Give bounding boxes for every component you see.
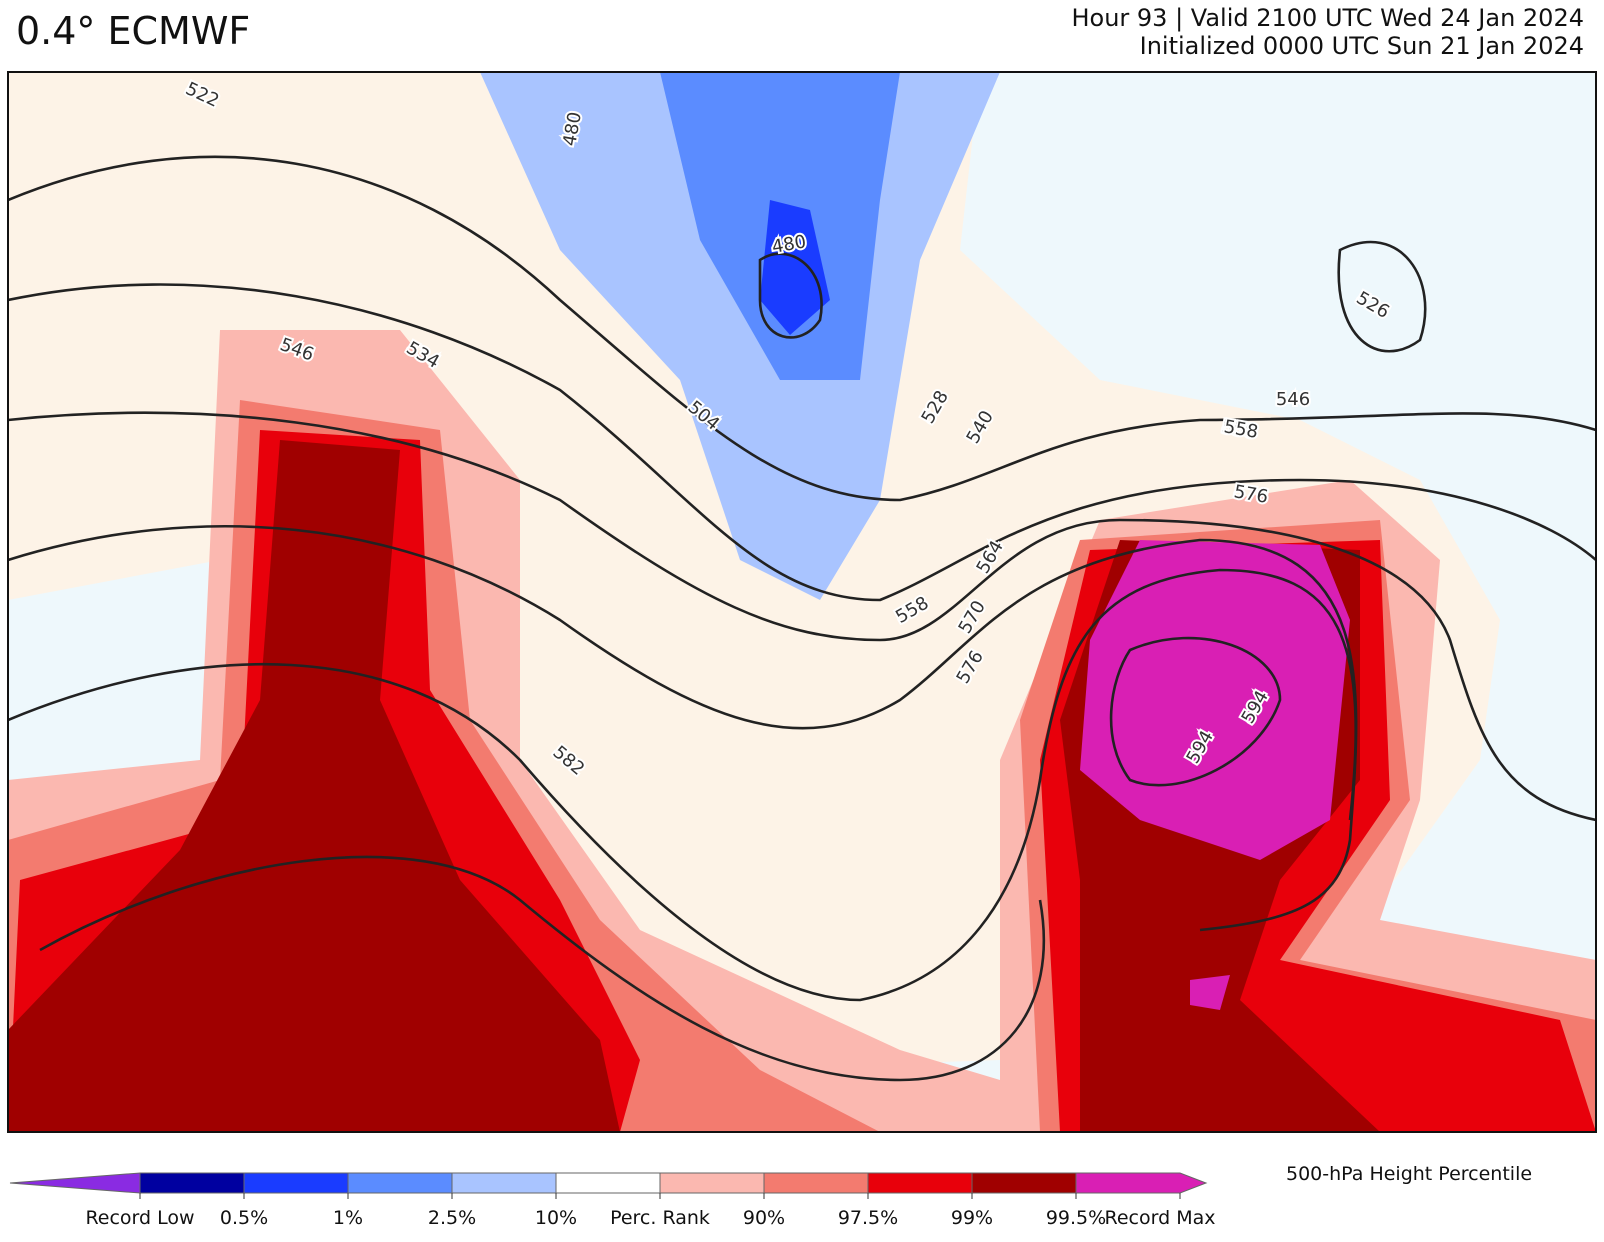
map xyxy=(8,72,1596,1132)
colorbar-segment xyxy=(555,1172,661,1194)
colorbar-label: 2.5% xyxy=(428,1207,476,1229)
record-max-area xyxy=(1080,540,1350,1010)
height-contours xyxy=(8,155,1596,1082)
colorbar-segment xyxy=(451,1172,557,1194)
colorbar-label: 97.5% xyxy=(838,1207,898,1229)
colorbar-label: Record Low xyxy=(85,1207,194,1229)
title: 0.4° ECMWF xyxy=(16,9,250,53)
init-time: Initialized 0000 UTC Sun 21 Jan 2024 xyxy=(1140,32,1584,60)
colorbar-segment xyxy=(243,1172,349,1194)
colorbar-label: 99.5% xyxy=(1046,1207,1106,1229)
colorbar-segment xyxy=(347,1172,453,1194)
colorbar-segment xyxy=(9,1172,141,1194)
colorbar-segment xyxy=(763,1172,869,1194)
colorbar-segment xyxy=(139,1172,245,1194)
high-percentile-core xyxy=(8,440,1380,1132)
colorbar-segment xyxy=(1075,1172,1208,1194)
contour-label: 546 xyxy=(1276,389,1310,410)
map-frame xyxy=(7,71,1597,1133)
colorbar-segment xyxy=(659,1172,765,1194)
colorbar-label: 1% xyxy=(333,1207,363,1229)
colorbar-label: Perc. Rank xyxy=(610,1207,710,1229)
valid-time: Hour 93 | Valid 2100 UTC Wed 24 Jan 2024 xyxy=(1071,4,1584,32)
colorbar-label: 10% xyxy=(535,1207,577,1229)
colorbar: Record Low 0.5% 1% 2.5% 10% Perc. Rank 90% 97.5… xyxy=(9,1163,1532,1229)
colorbar-label: 0.5% xyxy=(220,1207,268,1229)
colorbar-label: 90% xyxy=(743,1207,785,1229)
colorbar-label: Record Max xyxy=(1105,1207,1216,1229)
colorbar-segment xyxy=(867,1172,973,1194)
colorbar-segment xyxy=(971,1172,1077,1194)
colorbar-label: 99% xyxy=(951,1207,993,1229)
colorbar-title: 500-hPa Height Percentile xyxy=(1286,1163,1532,1185)
low-percentile-core xyxy=(760,200,830,335)
